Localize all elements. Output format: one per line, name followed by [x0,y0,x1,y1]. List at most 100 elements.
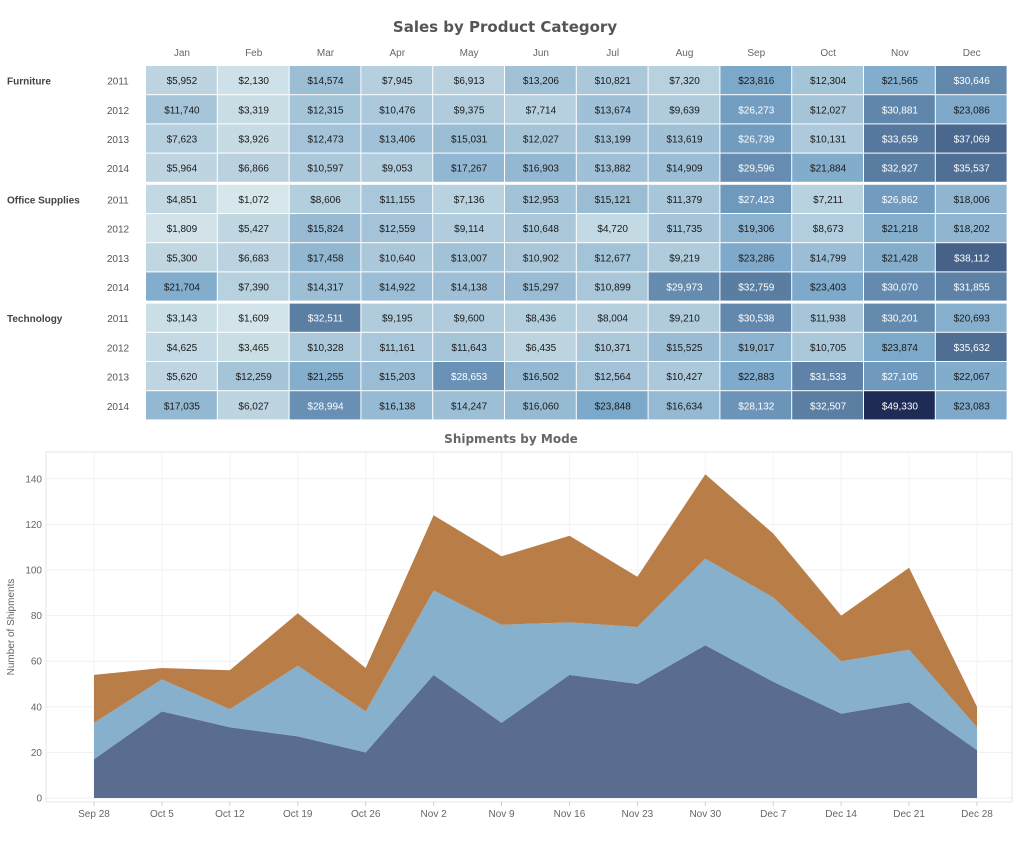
heatmap-cell-label: $28,994 [307,401,344,412]
heatmap-cell-label: $4,720 [597,224,628,235]
heatmap-cell [720,95,792,124]
heatmap-cell-label: $31,855 [954,283,991,294]
heatmap-cell-label: $16,502 [523,372,560,383]
heatmap-cell-label: $27,423 [738,195,775,206]
heatmap-cell-label: $32,511 [308,314,344,325]
heatmap-cell-label: $14,799 [810,253,847,264]
heatmap-cell-label: $10,902 [523,253,560,264]
year-label: 2014 [107,283,130,294]
heatmap-cell [146,332,217,361]
y-tick-label: 60 [31,657,43,668]
heatmap-cell [146,243,217,272]
heatmap-cell [505,272,576,301]
month-label: Oct [820,48,836,59]
heatmap-cell-label: $10,899 [595,283,632,294]
heatmap-cell [720,66,792,95]
heatmap-cell [289,184,361,213]
heatmap-cell [217,332,289,361]
heatmap-cell [935,391,1007,420]
area-series-3 [94,474,977,728]
heatmap-cell [935,362,1007,391]
heatmap-cell [361,184,433,213]
heatmap-cell-label: $15,525 [666,343,703,354]
sales-heatmap: Jan Feb Mar Apr May Jun Jul Aug Sep Oct Nov Dec Furn… [7,48,1007,420]
x-tick-label: Dec 14 [825,809,857,820]
heatmap-cell-label: $7,136 [454,195,485,206]
heatmap-cell [720,153,792,182]
heatmap-cell-label: $13,674 [595,105,632,116]
heatmap-cell-label: $9,114 [454,224,484,235]
heatmap-cell-label: $1,809 [167,224,198,235]
heatmap-cell [648,243,720,272]
x-tick-label: Nov 23 [622,809,654,820]
heatmap-cell [576,214,648,243]
heatmap-cell-label: $11,155 [380,195,416,206]
heatmap-cell [505,362,576,391]
heatmap-cell [864,332,935,361]
heatmap-cell-label: $6,866 [238,164,269,175]
heatmap-cell-label: $10,328 [307,343,344,354]
heatmap-cell-label: $12,027 [810,105,847,116]
month-label: Apr [390,48,406,59]
heatmap-cell-label: $14,922 [379,283,416,294]
heatmap-cell-label: $12,953 [523,195,560,206]
heatmap-cell [720,184,792,213]
heatmap-cell-label: $12,564 [595,372,632,383]
x-tick-label: Nov 9 [488,809,515,820]
heatmap-cell-label: $11,735 [667,224,703,235]
heatmap-cell [720,214,792,243]
month-label: Aug [676,48,694,59]
heatmap-cell-label: $15,031 [451,135,488,146]
heatmap-cell [505,214,576,243]
heatmap-cell [217,184,289,213]
heatmap-cell [217,303,289,332]
heatmap-cell-label: $5,427 [238,224,269,235]
x-tick-label: Nov 2 [421,809,448,820]
heatmap-cell-label: $3,926 [238,135,269,146]
heatmap-cell [217,124,289,153]
heatmap-cell-label: $30,646 [954,76,991,87]
heatmap-cell-label: $26,739 [738,135,775,146]
y-axis-label: Number of Shipments [6,579,17,676]
heatmap-cell [935,124,1007,153]
heatmap-cell-label: $23,874 [882,343,919,354]
year-label: 2013 [107,373,130,384]
heatmap-cell [146,214,217,243]
heatmap-cell [935,66,1007,95]
x-tick-label: Oct 5 [150,809,174,820]
heatmap-cell-label: $12,473 [307,135,344,146]
heatmap-cell-label: $16,903 [523,164,560,175]
heatmap-cell [433,95,504,124]
year-label: 2013 [107,135,130,146]
heatmap-cell [792,362,863,391]
heatmap-cell [361,153,433,182]
heatmap-cell-label: $7,211 [813,195,843,206]
heatmap-cell-label: $6,683 [238,253,269,264]
heatmap-cell [289,153,361,182]
heatmap-cell-label: $13,007 [451,253,488,264]
heatmap-cell [361,243,433,272]
month-label: Sep [747,48,765,59]
heatmap-cell-label: $14,909 [666,164,703,175]
heatmap-cell-label: $17,458 [307,253,344,264]
heatmap-cell [648,272,720,301]
heatmap-cell-label: $38,112 [954,253,990,264]
heatmap-cell [792,184,863,213]
heatmap-cell [217,214,289,243]
heatmap-cell [576,66,648,95]
heatmap-cell-label: $28,132 [738,401,775,412]
heatmap-cell [792,332,863,361]
heatmap-cell [289,214,361,243]
heatmap-cell [505,95,576,124]
heatmap-cell [935,153,1007,182]
heatmap-cell-label: $12,304 [810,76,847,87]
heatmap-cell-label: $9,195 [382,314,413,325]
month-label: May [460,48,479,59]
heatmap-cell-label: $10,597 [307,164,344,175]
heatmap-cell-label: $32,507 [810,401,847,412]
heatmap-cell-label: $30,538 [738,314,775,325]
heatmap-cell-label: $35,537 [954,164,991,175]
heatmap-cell [648,391,720,420]
heatmap-cell [720,243,792,272]
heatmap-cell-label: $37,069 [954,135,991,146]
